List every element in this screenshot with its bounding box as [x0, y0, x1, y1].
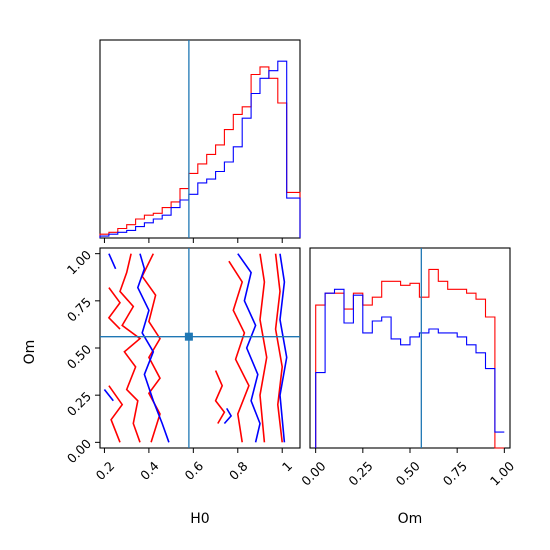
axis-ticks: 0.00 0.25 0.50 0.75 1.000.2 0.4 0.6 0.8 10.000.2…	[64, 238, 517, 489]
contour-blue-10	[103, 389, 114, 402]
contour-blue-12	[279, 253, 288, 443]
om-hist-xtick-label: 0.75	[440, 458, 470, 488]
joint-xtick-label: 0.2	[93, 458, 118, 483]
joint-contour-plot-area	[100, 248, 300, 448]
om-hist-xtick-label: 0.50	[393, 458, 423, 488]
contour-red-5	[259, 253, 268, 443]
contour-red-2	[107, 287, 121, 330]
truth-point-marker	[184, 332, 193, 341]
om-hist-xtick-label: 0.25	[345, 458, 375, 488]
joint-xtick-label: 0.8	[226, 458, 251, 483]
joint-xtick-label: 1	[279, 458, 295, 474]
joint-ytick-label: 1.00	[64, 247, 94, 277]
joint-ytick-label: 0.50	[64, 341, 94, 371]
contour-red-0	[119, 253, 142, 443]
histogram-step-blue	[315, 288, 505, 448]
om-histogram-plot-area	[315, 248, 505, 449]
histogram-step-blue	[99, 60, 301, 238]
joint-ytick-label: 0.00	[64, 436, 94, 466]
om-hist-xtick-label: 1.00	[487, 458, 517, 488]
contour-blue-9	[108, 253, 117, 270]
contour-blue-8	[136, 253, 170, 443]
contour-blue-13	[223, 407, 233, 425]
x-axis-label-om: Om	[398, 511, 423, 527]
joint-ytick-label: 0.75	[64, 294, 94, 324]
om-histogram-panel	[309, 247, 511, 449]
contour-red-7	[214, 370, 226, 424]
h0-histogram-plot-area	[99, 40, 301, 238]
x-axis-label-h0: H0	[190, 511, 209, 527]
y-axis-label-om: Om	[22, 340, 38, 365]
joint-contour-panel	[99, 247, 301, 449]
h0-histogram-panel	[99, 39, 301, 239]
joint-xtick-label: 0.6	[182, 458, 207, 483]
histogram-step-red	[99, 66, 301, 238]
contour-red-6	[274, 253, 284, 443]
om-hist-xtick-label: 0.00	[298, 458, 328, 488]
contour-blue-11	[237, 253, 261, 443]
joint-xtick-label: 0.4	[137, 458, 162, 483]
joint-ytick-label: 0.25	[64, 389, 94, 419]
histogram-step-red	[315, 268, 505, 449]
contour-red-4	[228, 260, 250, 443]
contour-red-3	[108, 385, 124, 443]
